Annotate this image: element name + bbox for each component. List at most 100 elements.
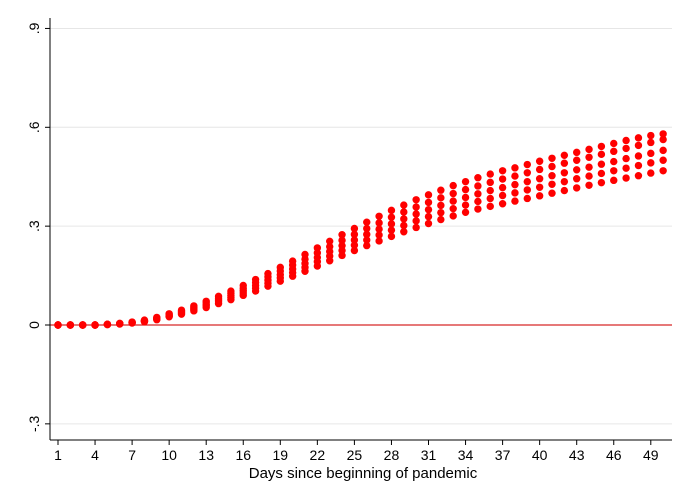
point-s1-day-33 <box>449 212 457 220</box>
point-s2-day-31 <box>424 212 433 221</box>
point-s3-day-36 <box>486 186 494 195</box>
point-s5-day-31 <box>424 191 433 199</box>
point-s1-day-26 <box>363 241 371 250</box>
point-s3-day-27 <box>375 225 383 233</box>
y-axis-ticks: -.3 0 .3 .6 .9 <box>26 22 50 432</box>
point-s1-day-36 <box>486 202 494 211</box>
point-s2-day-44 <box>585 172 593 180</box>
point-s1-day-37 <box>498 200 507 208</box>
point-s4-day-23 <box>326 242 334 251</box>
point-s2-day-41 <box>548 180 556 189</box>
point-s5-day-47 <box>622 136 630 145</box>
point-s4-day-27 <box>375 219 383 227</box>
y-tick-label-4: .9 <box>26 22 42 34</box>
point-s4-day-33 <box>449 189 457 198</box>
point-s3-day-24 <box>338 241 346 250</box>
point-s5-day-14 <box>214 292 223 301</box>
point-s2-day-30 <box>412 217 420 225</box>
x-tick-label-49: 49 <box>643 447 659 463</box>
point-s5-day-19 <box>276 263 284 272</box>
point-s4-day-35 <box>474 182 482 190</box>
point-s5-day-4 <box>91 321 99 329</box>
point-s3-day-34 <box>461 193 470 202</box>
point-s1-day-25 <box>350 246 359 255</box>
point-s5-day-16 <box>239 281 247 290</box>
point-s4-day-36 <box>486 178 494 187</box>
point-s2-day-38 <box>511 189 519 197</box>
x-tick-label-4: 4 <box>91 447 99 463</box>
point-s5-day-12 <box>190 302 198 310</box>
point-s3-day-32 <box>437 201 445 210</box>
point-s2-day-35 <box>474 197 482 206</box>
point-s3-day-38 <box>511 180 519 189</box>
point-s3-day-50 <box>659 146 667 155</box>
point-s2-day-45 <box>597 169 606 178</box>
point-s5-day-33 <box>449 181 457 190</box>
point-s3-day-40 <box>535 175 544 183</box>
point-s5-day-24 <box>338 231 346 239</box>
point-s5-day-5 <box>103 320 112 329</box>
y-tick-label-2: .3 <box>26 220 42 232</box>
point-s4-day-30 <box>412 203 420 211</box>
point-s5-day-39 <box>523 160 531 169</box>
point-s1-day-41 <box>548 189 556 197</box>
point-s1-day-50 <box>659 167 667 175</box>
point-s2-day-47 <box>622 164 630 172</box>
point-s4-day-28 <box>387 213 396 221</box>
x-tick-label-46: 46 <box>606 447 622 463</box>
point-s2-day-43 <box>573 175 581 183</box>
point-s2-day-36 <box>486 194 494 203</box>
point-s1-day-47 <box>622 174 630 182</box>
point-s3-day-44 <box>585 163 593 171</box>
point-s2-day-42 <box>560 177 569 186</box>
point-s3-day-33 <box>449 197 457 205</box>
x-tick-label-1: 1 <box>54 447 62 463</box>
gridlines <box>50 27 672 425</box>
point-s4-day-24 <box>338 236 346 245</box>
point-s3-day-25 <box>350 236 359 244</box>
point-s1-day-34 <box>461 208 470 217</box>
point-s4-day-41 <box>548 162 556 171</box>
point-s1-day-43 <box>573 184 581 192</box>
point-s4-day-37 <box>498 175 507 183</box>
x-tick-label-28: 28 <box>384 447 400 463</box>
point-s5-day-44 <box>585 145 593 154</box>
point-s1-day-49 <box>647 169 655 177</box>
point-s4-day-25 <box>350 230 359 239</box>
point-s3-day-47 <box>622 154 630 163</box>
point-s5-day-8 <box>140 316 149 324</box>
point-s4-day-49 <box>647 138 655 147</box>
point-s5-day-42 <box>560 151 569 160</box>
point-s2-day-32 <box>437 208 445 217</box>
point-s2-day-40 <box>535 183 544 191</box>
point-s3-day-30 <box>412 210 420 218</box>
point-s4-day-43 <box>573 156 581 164</box>
x-tick-label-16: 16 <box>235 447 251 463</box>
point-s5-day-41 <box>548 154 556 162</box>
point-s5-day-48 <box>634 134 643 142</box>
point-s3-day-48 <box>634 152 643 160</box>
point-s4-day-32 <box>437 194 445 202</box>
x-tick-label-22: 22 <box>310 447 326 463</box>
point-s5-day-11 <box>177 306 186 314</box>
point-s5-day-30 <box>412 196 420 204</box>
point-s5-day-43 <box>573 148 581 157</box>
y-tick-label-3: .6 <box>26 121 42 133</box>
point-s5-day-9 <box>153 313 161 322</box>
x-tick-label-7: 7 <box>128 447 136 463</box>
point-s3-day-39 <box>523 177 531 186</box>
x-tick-label-34: 34 <box>458 447 474 463</box>
point-s5-day-38 <box>511 164 519 172</box>
x-axis-ticks: 1 4 7 10 13 16 19 22 25 28 31 34 37 40 43 46 49 <box>54 440 659 463</box>
point-s2-day-28 <box>387 226 396 234</box>
point-s2-day-39 <box>523 186 531 194</box>
point-s2-day-33 <box>449 204 457 213</box>
point-s5-day-1 <box>54 321 62 329</box>
point-s1-day-29 <box>400 228 408 236</box>
point-s1-day-35 <box>474 205 482 213</box>
x-tick-label-10: 10 <box>161 447 177 463</box>
point-s4-day-48 <box>634 141 643 150</box>
point-s3-day-43 <box>573 166 581 174</box>
point-s4-day-46 <box>610 147 618 156</box>
